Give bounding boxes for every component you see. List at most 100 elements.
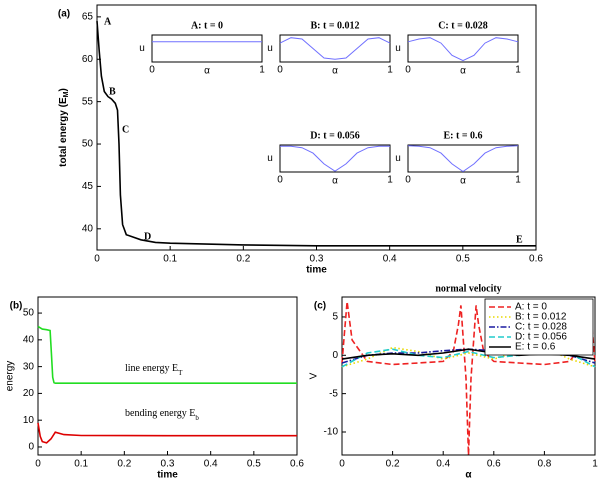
x-tick-label: 0.6 (487, 459, 501, 470)
y-axis-label-part: M (63, 91, 70, 97)
x-tick-label: 1 (515, 175, 521, 186)
legend-label: B: t = 0.012 (515, 312, 567, 323)
y-axis-label: u (395, 43, 401, 54)
x-tick-label: 1 (387, 175, 393, 186)
chart-title: normal velocity (435, 283, 501, 294)
chart-title: D: t = 0.056 (310, 130, 360, 141)
x-tick-label: 0.8 (537, 459, 551, 470)
annotation: C (122, 124, 129, 135)
series-line (37, 422, 297, 444)
y-tick-label: 50 (82, 139, 94, 150)
chart-title: A: t = 0 (191, 20, 223, 31)
series-line (341, 301, 596, 456)
x-tick-label: 0.4 (383, 254, 397, 265)
x-tick-label: 0.5 (456, 254, 470, 265)
plot-frame (407, 34, 519, 63)
y-tick-label: 5 (332, 312, 338, 323)
plot-frame (151, 34, 263, 63)
x-tick-label: 0.2 (236, 254, 250, 265)
y-tick-label: 20 (23, 388, 35, 399)
x-tick-label: 0 (405, 175, 411, 186)
x-tick-label: 0.4 (436, 459, 450, 470)
annotation: E (516, 234, 523, 245)
x-tick-label: 0.5 (247, 459, 261, 470)
x-axis-label: α (332, 176, 338, 187)
y-axis-label-part: ) (58, 88, 69, 91)
x-tick-label: 0.2 (386, 459, 400, 470)
series-line (341, 346, 596, 368)
x-axis-label: time (306, 265, 327, 276)
panel-label: (b) (10, 301, 23, 312)
x-tick-label: 1 (259, 65, 265, 76)
x-tick-label: 0 (339, 459, 345, 470)
series-line (37, 325, 297, 384)
x-tick-label: 0 (35, 459, 41, 470)
panel-label: (a) (58, 9, 70, 20)
x-tick-label: 0 (149, 65, 155, 76)
y-axis-label-part: total energy (E (58, 97, 69, 167)
chart-title: B: t = 0.012 (310, 20, 359, 31)
y-tick-label: 40 (23, 334, 35, 345)
x-tick-label: 0.1 (163, 254, 177, 265)
x-axis-label: α (465, 470, 472, 481)
y-axis-label: u (267, 43, 273, 54)
x-tick-label: 0.3 (161, 459, 175, 470)
x-tick-label: 0.2 (117, 459, 131, 470)
x-tick-label: 1 (592, 459, 598, 470)
x-tick-label: 0.1 (74, 459, 88, 470)
annotation: B (109, 86, 116, 97)
y-tick-label: -10 (324, 427, 339, 438)
series-line (279, 37, 391, 60)
x-tick-label: 1 (387, 65, 393, 76)
annotation: A (104, 16, 112, 27)
x-axis-label: α (332, 66, 338, 77)
x-tick-label: 0 (277, 65, 283, 76)
plot-frame (37, 296, 298, 456)
y-tick-label: 65 (82, 12, 94, 23)
legend-label: D: t = 0.056 (515, 332, 567, 343)
legend-label: C: t = 0.028 (515, 322, 567, 333)
x-tick-label: 0 (94, 254, 100, 265)
plot-frame (279, 34, 391, 63)
annotation-part: bending energy E (125, 408, 195, 419)
chart-title: C: t = 0.028 (438, 20, 488, 31)
chart-title: E: t = 0.6 (443, 130, 482, 141)
y-tick-label: 30 (23, 361, 35, 372)
y-tick-label: 10 (23, 415, 35, 426)
annotation-part: T (178, 369, 183, 377)
x-axis-label: α (460, 176, 466, 187)
x-tick-label: 0.6 (290, 459, 304, 470)
y-tick-label: -5 (329, 388, 338, 399)
y-axis-label: V (309, 372, 320, 379)
y-tick-label: 50 (23, 308, 35, 319)
y-tick-label: 0 (332, 350, 338, 361)
y-axis-label: u (395, 153, 401, 164)
annotation: D (144, 231, 151, 242)
y-tick-label: 0 (28, 442, 34, 453)
y-axis-label: energy (5, 361, 16, 392)
plot-frame (407, 144, 519, 173)
legend-label: E: t = 0.6 (515, 342, 556, 353)
series-line (96, 21, 536, 247)
x-tick-label: 0.3 (310, 254, 324, 265)
series-line (407, 37, 519, 62)
annotation-part: line energy E (125, 363, 178, 374)
x-axis-label: α (460, 66, 466, 77)
legend-label: A: t = 0 (515, 302, 547, 313)
x-tick-label: 0 (277, 175, 283, 186)
x-axis-label: α (204, 66, 210, 77)
y-axis-label: u (267, 153, 273, 164)
annotation: bending energy Eb (125, 408, 199, 421)
x-tick-label: 0.6 (529, 254, 543, 265)
annotation-part: b (195, 414, 199, 422)
x-axis-label: time (157, 470, 178, 481)
panel-label: (c) (314, 301, 326, 312)
x-tick-label: 1 (515, 65, 521, 76)
y-tick-label: 55 (82, 96, 94, 107)
y-axis-label: u (139, 43, 145, 54)
x-tick-label: 0 (405, 65, 411, 76)
x-tick-label: 0.4 (204, 459, 218, 470)
y-axis-label: total energy (EM) (58, 88, 71, 167)
series-line (280, 145, 390, 172)
